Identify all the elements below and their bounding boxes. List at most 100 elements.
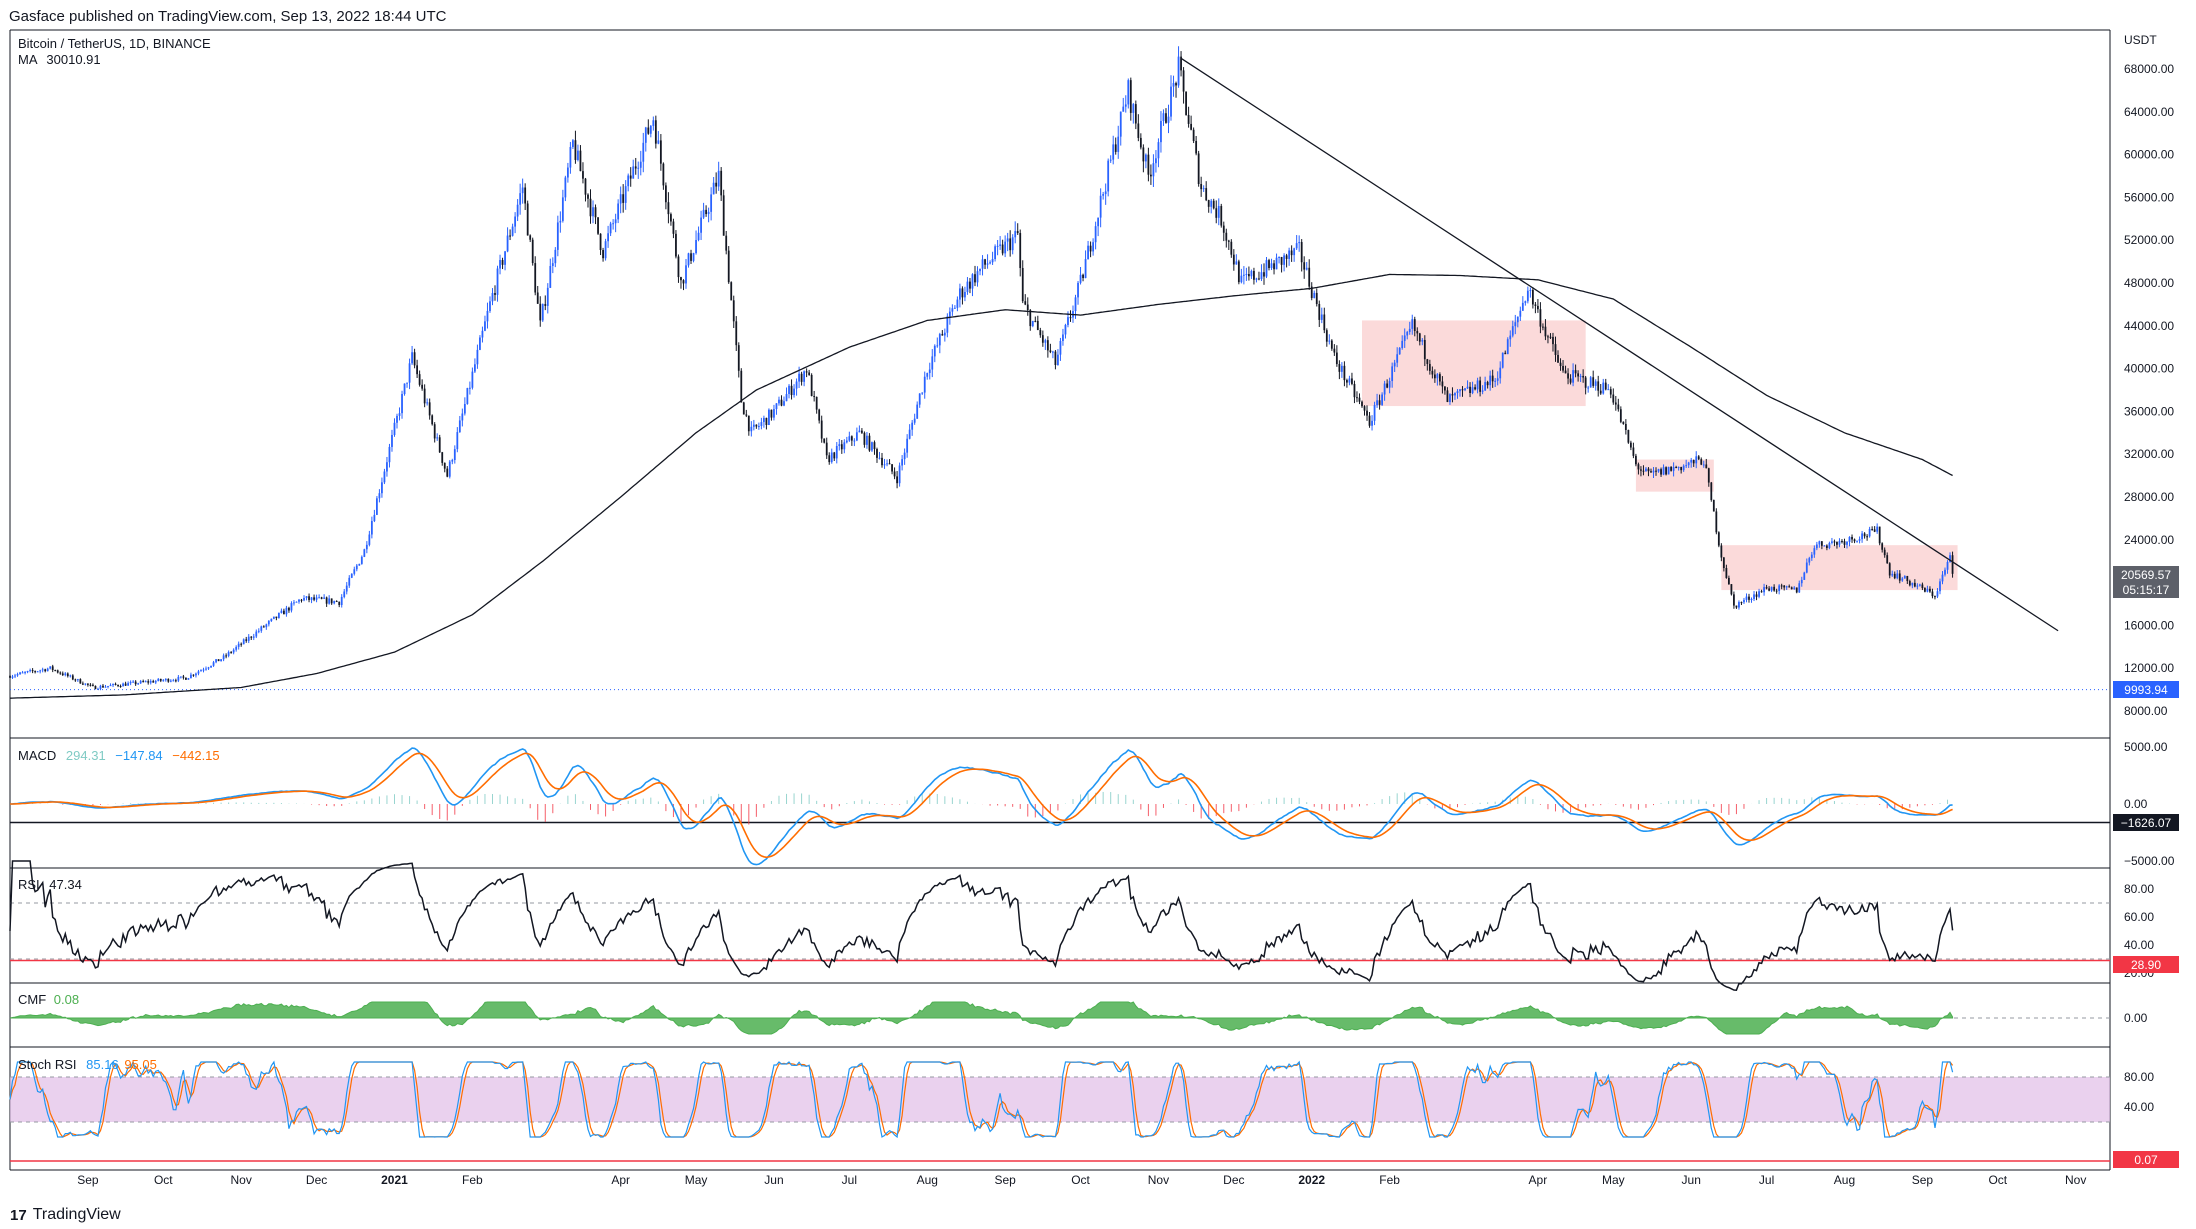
countdown-value: 05:15:17 <box>2123 583 2170 597</box>
price-tick-label: 64000.00 <box>2124 105 2174 119</box>
candle <box>74 679 77 681</box>
candle <box>1818 541 1821 545</box>
candle <box>921 392 924 394</box>
candle <box>579 150 582 172</box>
candle <box>1496 378 1499 381</box>
candle <box>1866 536 1869 538</box>
macd-tick-label: 0.00 <box>2124 797 2148 811</box>
candle <box>1253 270 1255 280</box>
candle <box>1361 401 1363 407</box>
candle <box>39 670 42 672</box>
candle <box>966 281 969 292</box>
candle <box>534 263 537 293</box>
candle <box>1670 466 1672 471</box>
candle <box>589 198 592 217</box>
candle <box>524 187 527 204</box>
candle <box>1436 374 1439 379</box>
candle <box>423 388 426 404</box>
macd-pane[interactable] <box>9 747 2110 866</box>
time-tick-label: Feb <box>462 1173 483 1187</box>
candle <box>1951 555 1954 574</box>
candle <box>1494 380 1497 382</box>
candle <box>192 674 195 676</box>
candle <box>1325 330 1328 342</box>
candle <box>644 127 647 143</box>
last-price-badge: 20569.57 05:15:17 <box>2113 566 2179 598</box>
time-tick-label: Jul <box>842 1173 857 1187</box>
candle <box>1531 289 1534 305</box>
candle <box>293 602 295 604</box>
candle <box>747 415 750 432</box>
candle <box>1831 541 1833 543</box>
candle <box>627 175 630 187</box>
candle <box>863 432 866 445</box>
candle <box>1273 263 1275 270</box>
rsi-pane[interactable] <box>9 860 2110 991</box>
candle <box>1031 320 1034 327</box>
candle <box>142 681 145 683</box>
tradingview-logo[interactable]: 17 TradingView <box>10 1206 121 1224</box>
candle <box>878 457 881 459</box>
candle <box>1768 588 1771 591</box>
cmf-pane[interactable] <box>9 1001 2110 1035</box>
candle <box>722 195 725 236</box>
candle <box>1046 340 1049 351</box>
candle <box>793 388 795 396</box>
candle <box>1298 242 1301 244</box>
candle <box>486 310 489 322</box>
candle <box>1265 260 1268 277</box>
candle <box>1800 579 1803 584</box>
candle <box>481 330 484 338</box>
candle <box>549 265 552 288</box>
price-pane[interactable] <box>9 46 2110 699</box>
ma-legend-value: 30010.91 <box>46 52 100 67</box>
candle <box>667 202 670 215</box>
cmf-legend: CMF 0.08 <box>18 992 79 1007</box>
candle <box>986 263 989 265</box>
candle <box>1112 144 1115 160</box>
level-price-value: 9993.94 <box>2124 683 2168 697</box>
candle <box>122 683 124 687</box>
candle <box>1939 581 1941 592</box>
candle <box>114 683 117 685</box>
candle <box>1268 260 1270 269</box>
candle <box>1207 200 1210 207</box>
candle <box>92 684 94 686</box>
candle <box>9 675 11 678</box>
candle <box>1104 191 1107 195</box>
candle <box>1004 241 1007 254</box>
cmf-label: CMF <box>18 992 46 1007</box>
stoch-marker-badge: 0.07 <box>2113 1151 2179 1168</box>
candle <box>1836 542 1838 545</box>
candle <box>868 435 871 451</box>
candle <box>1280 257 1283 265</box>
candle <box>340 596 343 605</box>
candle <box>1810 554 1813 559</box>
candle <box>220 659 222 662</box>
candle <box>1144 154 1147 162</box>
candle <box>775 403 778 410</box>
candle <box>1011 237 1014 251</box>
candle <box>300 599 303 601</box>
candle <box>147 681 150 683</box>
candle <box>235 646 238 650</box>
candle <box>1763 587 1765 593</box>
candle <box>1333 348 1336 353</box>
candle <box>1381 394 1383 405</box>
candle <box>1383 383 1386 395</box>
candle <box>458 420 461 433</box>
candle <box>680 277 682 281</box>
candle <box>1062 334 1064 342</box>
candle <box>808 372 811 375</box>
candle <box>1805 562 1808 573</box>
candle <box>1403 335 1406 341</box>
stoch-rsi-pane[interactable] <box>9 1060 2110 1162</box>
candle <box>725 235 728 251</box>
candle <box>1021 268 1024 302</box>
candle <box>662 163 665 186</box>
candle <box>1657 469 1660 472</box>
candle <box>446 468 449 477</box>
candle <box>840 444 843 450</box>
rsi-marker-value: 28.90 <box>2131 958 2161 972</box>
